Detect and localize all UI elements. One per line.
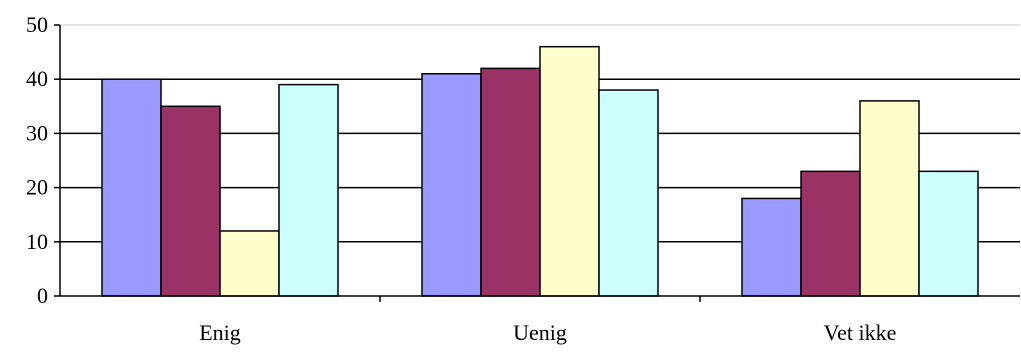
y-tick-label: 20 <box>26 175 48 200</box>
bar <box>539 45 600 297</box>
y-tick-label: 30 <box>26 120 48 145</box>
y-tick-label: 40 <box>26 66 48 91</box>
bar <box>598 89 659 297</box>
x-tick-label: Uenig <box>513 320 567 345</box>
y-tick-label: 0 <box>37 283 48 308</box>
bar <box>421 73 482 297</box>
bar <box>101 78 162 297</box>
bars <box>101 45 979 297</box>
x-tick-label: Vet ikke <box>824 320 897 345</box>
bar <box>160 105 221 297</box>
y-ticks: 0 10 20 30 40 50 <box>26 12 60 308</box>
bar <box>278 83 339 297</box>
bar <box>918 170 979 297</box>
bar <box>219 230 280 297</box>
bar <box>741 197 802 297</box>
x-tick-label: Enig <box>199 320 241 345</box>
bar <box>480 67 541 297</box>
bar <box>800 170 861 297</box>
y-tick-label: 50 <box>26 12 48 37</box>
axes <box>59 25 1020 297</box>
y-tick-label: 10 <box>26 229 48 254</box>
bar <box>859 100 920 297</box>
x-ticks: Enig Uenig Vet ikke <box>199 296 896 345</box>
